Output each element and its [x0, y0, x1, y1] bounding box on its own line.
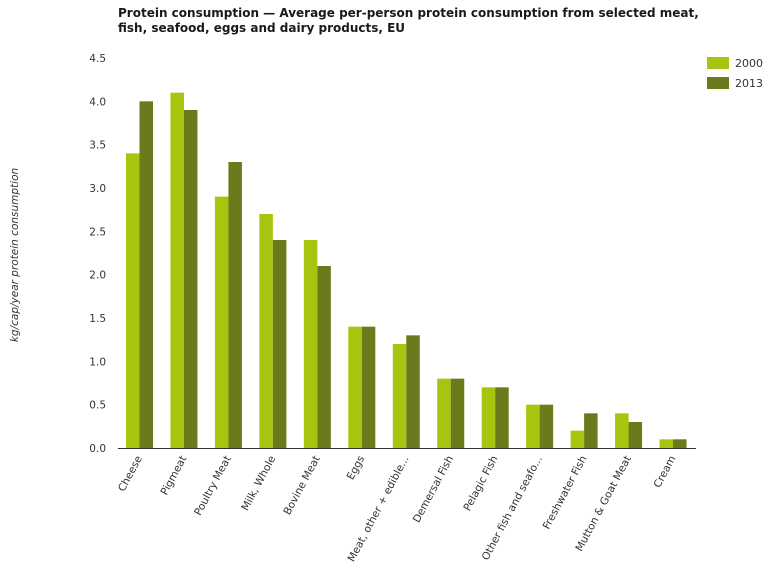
x-tick-label: Pigmeat — [159, 454, 190, 498]
bar-2013-2 — [228, 162, 242, 448]
y-tick-label: 4.0 — [89, 96, 106, 108]
x-tick-label: Bovine Meat — [281, 454, 322, 517]
bar-2013-4 — [317, 266, 331, 448]
x-tick-label: Cream — [652, 454, 679, 490]
bar-2013-9 — [539, 404, 554, 448]
legend: 2000 2013 — [707, 57, 763, 90]
chart-title: Protein consumption — Average per-person… — [118, 6, 699, 35]
x-tick-label: Pelagic Fish — [461, 454, 500, 513]
bar-2000-10 — [570, 430, 585, 448]
bar-2000-5 — [348, 326, 362, 448]
legend-swatch-2013 — [707, 77, 729, 89]
y-tick-label: 2.0 — [89, 270, 106, 282]
bar-2013-8 — [495, 387, 509, 448]
y-tick-label: 1.0 — [89, 356, 106, 368]
bar-2013-0 — [139, 101, 153, 448]
x-tick-label: Freshwater Fish — [541, 454, 590, 532]
x-tick-label: Eggs — [345, 454, 368, 482]
bar-2000-11 — [615, 413, 629, 448]
y-tick-label: 0.5 — [89, 400, 106, 412]
bar-2013-6 — [406, 335, 420, 448]
x-axis: Cheese Pigmeat Poultry Meat Milk, Whole Bovi… — [116, 448, 696, 564]
bar-2013-3 — [272, 240, 287, 448]
bar-2000-6 — [392, 344, 407, 448]
bar-2013-5 — [361, 326, 376, 448]
bar-2000-0 — [126, 153, 140, 449]
bar-2000-8 — [481, 387, 496, 448]
bar-2000-12 — [659, 439, 674, 448]
y-tick-label: 2.5 — [89, 226, 106, 238]
legend-swatch-2000 — [707, 57, 729, 69]
bar-2000-2 — [214, 196, 229, 448]
bar-2013-10 — [584, 413, 598, 448]
bar-2000-4 — [303, 240, 318, 448]
y-tick-label: 3.5 — [89, 140, 106, 152]
y-tick-label: 3.0 — [89, 183, 106, 195]
bar-2013-12 — [673, 439, 687, 448]
x-tick-label: Milk, Whole — [239, 454, 278, 513]
bar-2013-7 — [450, 378, 465, 448]
y-tick-label: 1.5 — [89, 313, 106, 325]
x-tick-label: Demersal Fish — [411, 454, 456, 525]
bar-2013-1 — [183, 110, 198, 448]
bars — [126, 92, 687, 449]
bar-2013-11 — [628, 422, 643, 448]
legend-label: 2013 — [735, 77, 763, 90]
y-axis: 0.0 0.5 1.0 1.5 2.0 2.5 3.0 3.5 4.0 4.5 — [89, 53, 106, 455]
y-tick-label: 0.0 — [89, 443, 106, 455]
bar-2000-3 — [259, 214, 273, 448]
x-tick-label: Poultry Meat — [192, 454, 234, 518]
bar-2000-7 — [437, 378, 451, 448]
bar-2000-1 — [170, 92, 184, 449]
y-axis-label: kg/cap/year protein consumption — [9, 168, 21, 342]
legend-label: 2000 — [735, 57, 763, 70]
y-tick-label: 4.5 — [89, 53, 106, 65]
x-tick-label: Cheese — [116, 454, 145, 494]
bar-2000-9 — [526, 404, 540, 448]
